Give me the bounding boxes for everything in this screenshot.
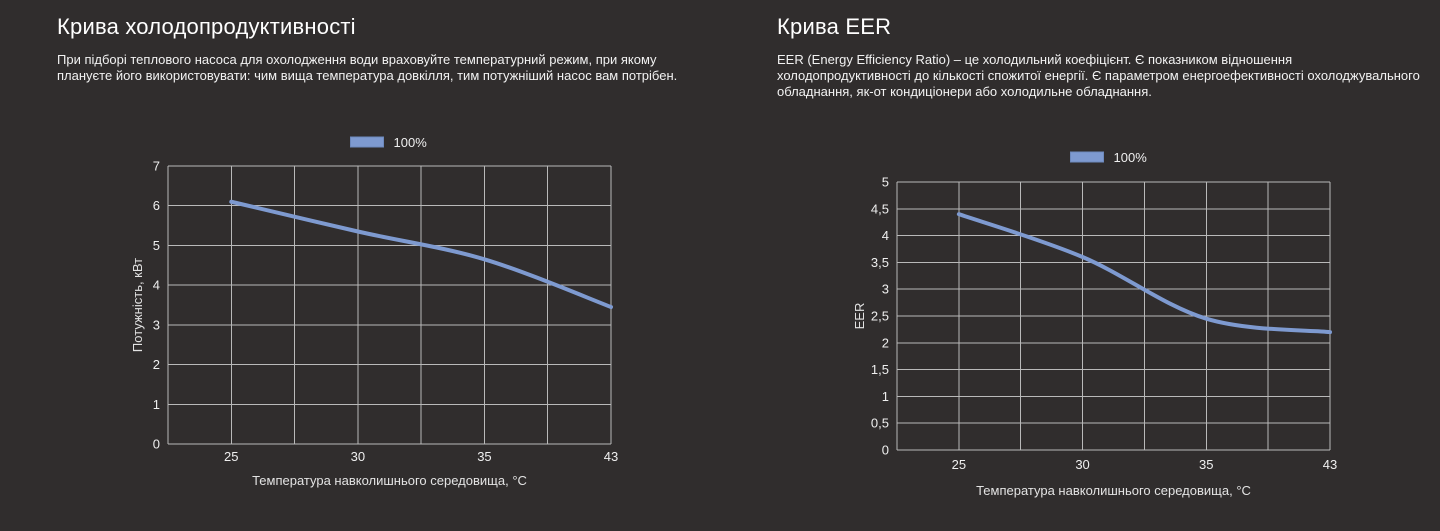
cooling-capacity-description: При підборі теплового насоса для охолодж… [57,52,678,83]
legend-item[interactable]: 100% [1070,150,1148,165]
y-tick-label: 0,5 [871,416,889,431]
eer-description: EER (Energy Efficiency Ratio) – це холод… [777,52,1420,99]
y-axis-title: EER [852,303,867,330]
grid [167,165,612,445]
x-tick-label: 43 [1323,457,1337,472]
chart-canvas: 0 0,5 1 1,5 2 2,5 3 3,5 4 4,5 5 25 30 35 43 Температура… [852,150,1337,498]
y-tick-label: 5 [153,238,160,253]
legend-swatch [350,136,384,148]
x-tick-label: 35 [477,449,491,464]
y-tick-label: 0 [882,443,889,458]
x-axis-title: Температура навколишнього середовища, °C [252,473,527,488]
y-tick-label: 4 [882,228,889,243]
legend-label: 100% [1114,150,1148,165]
y-tick-label: 5 [882,175,889,190]
cooling-capacity-title: Крива холодопродуктивності [57,14,356,39]
y-tick-label: 6 [153,198,160,213]
y-tick-label: 3 [153,317,160,332]
y-tick-label: 7 [153,159,160,174]
y-tick-label: 3,5 [871,255,889,270]
y-axis-title: Потужність, кВт [130,258,145,352]
y-tick-label: 3 [882,282,889,297]
y-tick-label: 1,5 [871,362,889,377]
eer-chart: 0 0,5 1 1,5 2 2,5 3 3,5 4 4,5 5 25 30 35 43 Температура… [850,143,1370,530]
y-tick-label: 2 [153,357,160,372]
eer-title: Крива EER [777,14,892,39]
cooling-capacity-section: Крива холодопродуктивності При підборі т… [57,14,717,84]
cooling-capacity-chart: 0 1 2 3 4 5 6 7 25 30 35 43 Температура навколишньог… [130,128,650,515]
chart-canvas: 0 1 2 3 4 5 6 7 25 30 35 43 Температура навколишньог… [130,135,618,488]
x-tick-label: 30 [351,449,365,464]
x-tick-label: 35 [1199,457,1213,472]
legend-label: 100% [394,135,428,150]
legend-item[interactable]: 100% [350,135,428,150]
grid [896,181,1331,451]
y-tick-label: 4,5 [871,201,889,216]
x-tick-label: 25 [952,457,966,472]
x-tick-label: 30 [1075,457,1089,472]
eer-section: Крива EER EER (Energy Efficiency Ratio) … [777,14,1427,100]
series-line-100% [956,212,1332,335]
y-tick-label: 2,5 [871,309,889,324]
x-tick-label: 43 [604,449,618,464]
y-tick-label: 1 [882,389,889,404]
legend-swatch [1070,151,1104,163]
y-tick-label: 1 [153,397,160,412]
x-axis-title: Температура навколишнього середовища, °C [976,483,1251,498]
x-tick-label: 25 [224,449,238,464]
y-tick-label: 0 [153,437,160,452]
y-tick-label: 2 [882,335,889,350]
y-tick-label: 4 [153,278,160,293]
series-line-100% [229,199,613,309]
